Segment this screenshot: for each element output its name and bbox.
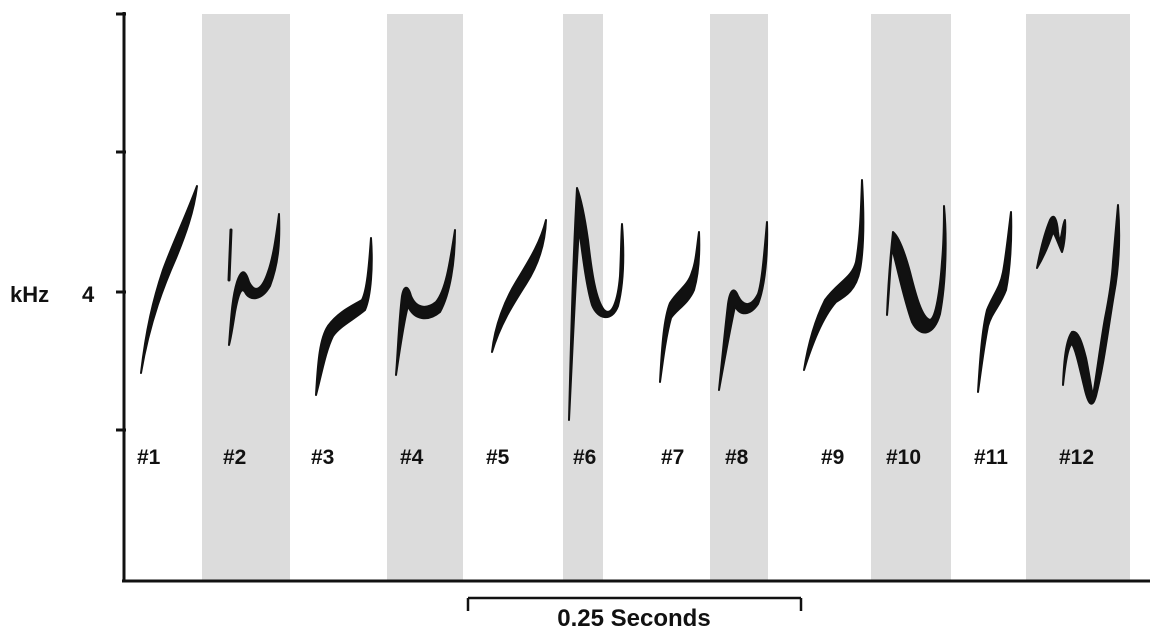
syllable-label: #4 [400,446,424,469]
syllable-trace-3 [315,237,373,396]
shaded-band-2 [202,14,290,580]
syllable-trace-7 [659,231,701,383]
syllable-trace-10 [886,205,947,334]
time-scale-bar [466,596,803,611]
y-axis-unit-label: kHz [10,282,49,307]
syllable-label: #8 [725,446,749,469]
syllable-label: #3 [311,446,334,469]
y-axis-tick-label: 4 [82,282,95,307]
syllable-trace-12-lower [1062,204,1121,405]
syllable-trace-2-fragment [227,228,233,282]
syllable-label: #12 [1059,446,1094,469]
syllable-trace-4 [395,229,456,376]
syllable-trace-9 [803,179,865,371]
syllable-labels: #1 #2 #3 #4 #5 #6 #7 #8 #9 #10 #11 #12 [137,446,1094,469]
syllable-trace-5 [491,219,547,353]
syllable-label: #10 [886,446,921,469]
syllable-label: #5 [486,446,510,469]
syllable-trace-2 [228,213,281,346]
axes [116,12,1150,583]
syllable-trace-11 [977,211,1013,393]
syllable-label: #9 [821,446,844,469]
syllable-label: #11 [974,446,1008,469]
syllable-trace-12-upper [1036,215,1067,269]
syllable-label: #7 [661,446,684,469]
syllable-label: #2 [223,446,246,469]
syllable-traces [140,179,1121,421]
shaded-band-4 [387,14,463,580]
syllable-label: #1 [137,446,161,469]
syllable-trace-6 [568,187,625,421]
syllable-label: #6 [573,446,596,469]
scale-bar-label: 0.25 Seconds [557,605,710,632]
syllable-trace-8 [718,221,769,391]
syllable-trace-1 [140,185,198,374]
shaded-bands [202,14,1130,580]
